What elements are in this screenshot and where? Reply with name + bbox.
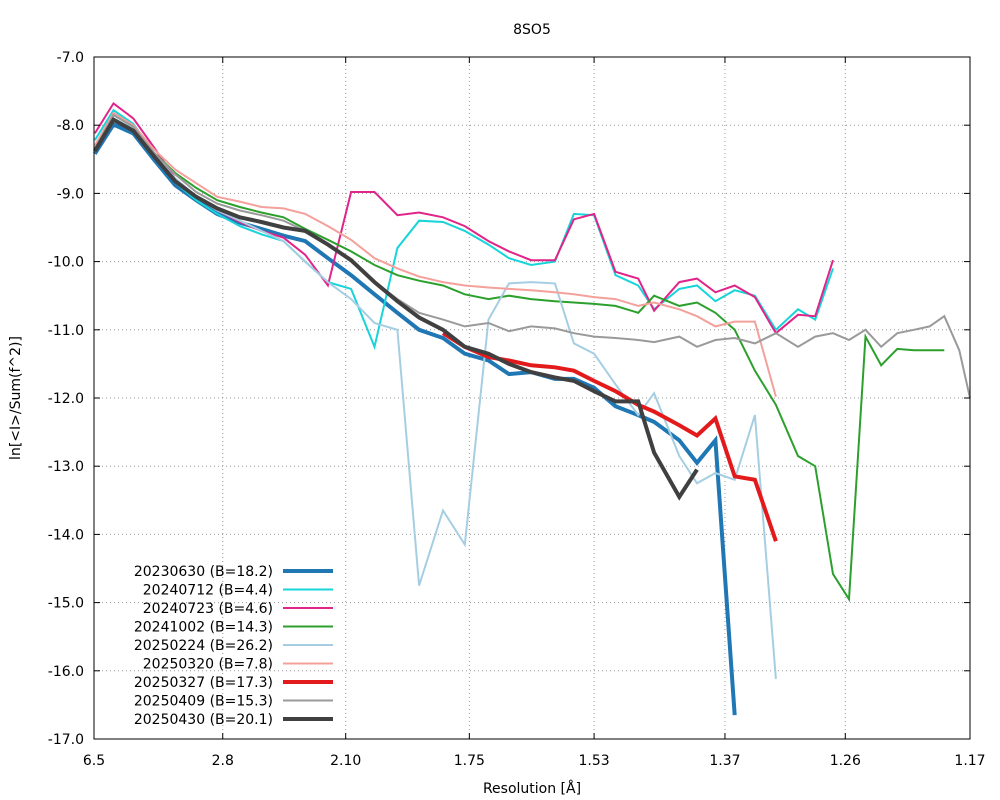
y-tick-label: -14.0 bbox=[48, 527, 84, 543]
legend-label: 20250430 (B=20.1) bbox=[134, 712, 273, 728]
x-ticks: 6.5 2.8 2.10 1.75 1.53 1.37 1.26 1.17 bbox=[83, 57, 986, 769]
series-line-2 bbox=[93, 101, 834, 335]
y-tick-label: -13.0 bbox=[48, 459, 84, 475]
y-axis-label: ln[<I>/Sum(f^2)] bbox=[8, 336, 24, 460]
legend-label: 20250409 (B=15.3) bbox=[134, 694, 273, 710]
legend-label: 20230630 (B=18.2) bbox=[134, 564, 273, 580]
x-tick-label: 1.53 bbox=[578, 753, 609, 769]
y-tick-label: -8.0 bbox=[57, 118, 84, 134]
y-ticks: -7.0 -8.0 -9.0 -10.0 -11.0 -12.0 -13.0 -14.0 -15… bbox=[48, 50, 970, 748]
legend-label: 20241002 (B=14.3) bbox=[134, 620, 273, 636]
series-line-7 bbox=[93, 113, 971, 399]
legend-label: 20240723 (B=4.6) bbox=[143, 601, 273, 617]
x-tick-label: 1.37 bbox=[709, 753, 740, 769]
chart-title: 8SO5 bbox=[513, 22, 551, 38]
x-tick-label: 6.5 bbox=[83, 753, 105, 769]
series-line-1 bbox=[93, 108, 834, 351]
legend-label: 20250320 (B=7.8) bbox=[143, 657, 273, 673]
legend-label: 20250224 (B=26.2) bbox=[134, 638, 273, 654]
y-tick-label: -10.0 bbox=[48, 255, 84, 271]
y-tick-label: -9.0 bbox=[57, 186, 84, 202]
legend-label: 20240712 (B=4.4) bbox=[143, 583, 273, 599]
y-tick-label: -15.0 bbox=[48, 596, 84, 612]
series-line-8 bbox=[93, 117, 699, 501]
legend: 20230630 (B=18.2) 20240712 (B=4.4) 2024072… bbox=[134, 564, 333, 728]
y-tick-label: -7.0 bbox=[57, 50, 84, 66]
x-tick-label: 2.10 bbox=[330, 753, 361, 769]
series-line-3 bbox=[93, 113, 945, 603]
y-tick-label: -11.0 bbox=[48, 323, 84, 339]
series-line-5 bbox=[93, 111, 777, 397]
x-tick-label: 1.75 bbox=[454, 753, 485, 769]
grid bbox=[93, 56, 971, 740]
legend-label: 20250327 (B=17.3) bbox=[134, 675, 273, 691]
series-lines bbox=[93, 101, 971, 716]
y-tick-label: -12.0 bbox=[48, 391, 84, 407]
x-tick-label: 1.17 bbox=[954, 753, 985, 769]
x-tick-label: 2.8 bbox=[212, 753, 234, 769]
y-tick-label: -16.0 bbox=[48, 664, 84, 680]
x-tick-label: 1.26 bbox=[830, 753, 861, 769]
y-tick-label: -17.0 bbox=[48, 732, 84, 748]
x-axis-label: Resolution [Å] bbox=[483, 780, 581, 797]
